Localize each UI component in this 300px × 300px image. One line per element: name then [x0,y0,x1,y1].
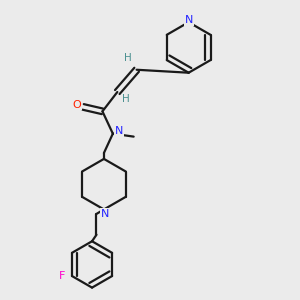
Text: N: N [115,126,123,136]
Text: N: N [101,208,110,219]
Text: H: H [124,53,132,64]
Text: O: O [73,100,82,110]
Text: N: N [184,15,193,25]
Text: H: H [122,94,130,104]
Text: F: F [59,271,65,281]
